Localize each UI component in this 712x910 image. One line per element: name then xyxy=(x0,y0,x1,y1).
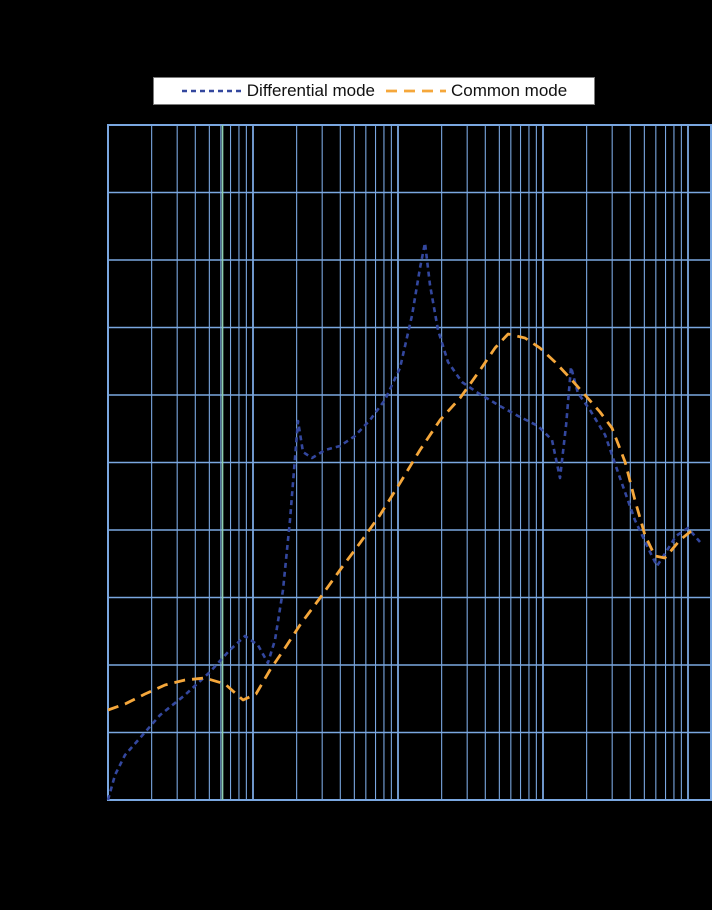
series-line-differential-mode xyxy=(106,241,701,801)
chart-legend: Differential mode Common mode xyxy=(153,77,595,105)
legend-label-differential-mode: Differential mode xyxy=(246,81,375,100)
legend-item-common-mode: Common mode xyxy=(385,81,567,101)
differential-mode-line-swatch-icon xyxy=(181,89,242,93)
legend-item-differential-mode: Differential mode xyxy=(181,81,375,101)
legend-label-common-mode: Common mode xyxy=(450,81,568,100)
series-line-common-mode xyxy=(107,332,696,712)
plot-border xyxy=(107,124,712,801)
common-mode-line-swatch-icon xyxy=(385,89,446,93)
